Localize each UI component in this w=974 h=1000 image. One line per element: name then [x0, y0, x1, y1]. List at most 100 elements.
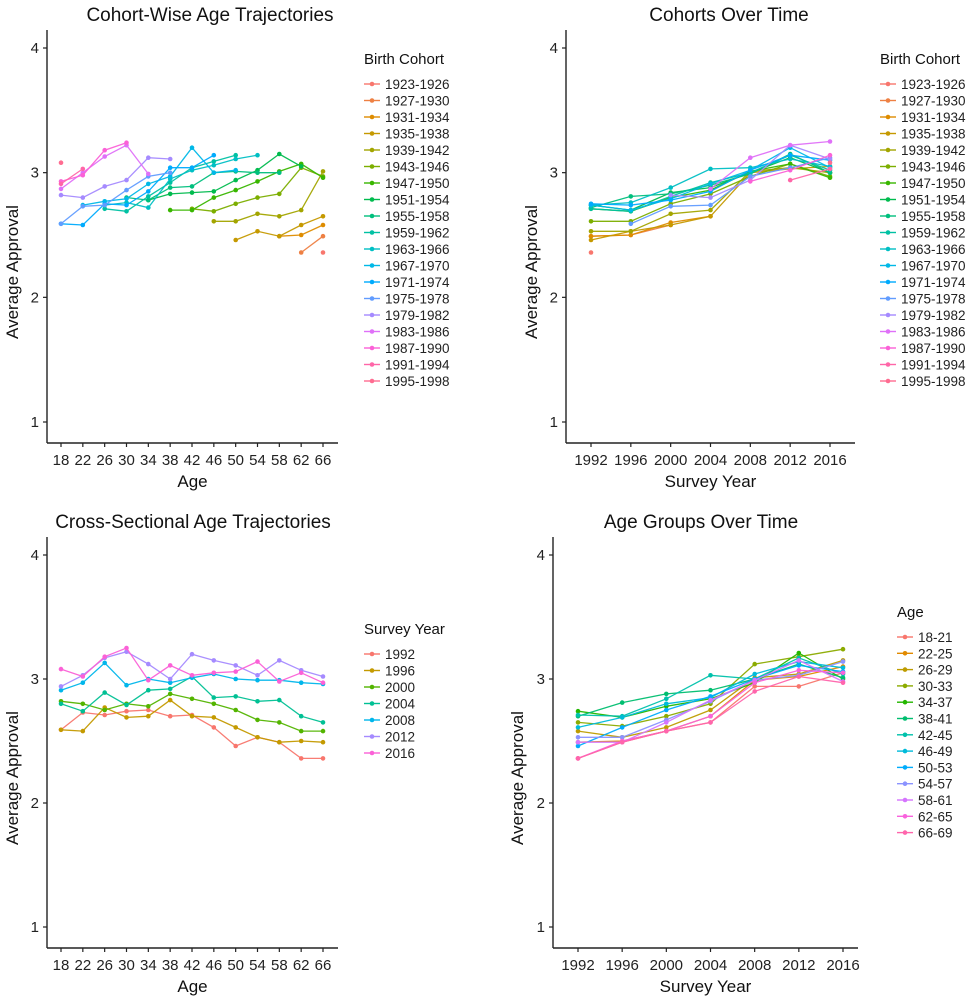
data-point — [211, 170, 217, 175]
legend-label: 1931-1934 — [385, 110, 450, 125]
data-point — [787, 156, 793, 162]
data-point — [102, 654, 107, 659]
data-point — [233, 707, 238, 713]
x-tick-label: 58 — [271, 452, 288, 469]
legend-label: 2016 — [385, 746, 415, 761]
data-point — [588, 233, 594, 239]
data-point — [668, 211, 673, 217]
data-point — [277, 739, 282, 745]
data-point — [277, 170, 282, 175]
legend-label: 1959-1962 — [385, 226, 450, 241]
legend-label: 1995-1998 — [901, 374, 966, 389]
data-point — [575, 739, 581, 745]
data-point — [298, 207, 304, 213]
data-point — [146, 687, 151, 693]
legend-label: 1935-1938 — [901, 127, 966, 142]
data-point — [827, 152, 833, 158]
series-1923-1926 — [320, 250, 326, 255]
legend-item: 2016 — [364, 746, 415, 761]
data-point — [211, 189, 217, 194]
legend-swatch-point — [902, 797, 908, 803]
plot-area — [58, 140, 326, 255]
data-point — [708, 202, 713, 208]
data-point — [124, 140, 129, 145]
legend-label: 1935-1938 — [385, 127, 450, 142]
data-point — [124, 187, 129, 193]
data-point — [796, 684, 802, 689]
legend-item: 46-49 — [897, 744, 953, 759]
data-point — [167, 165, 173, 170]
x-axis-label: Age — [177, 977, 207, 996]
data-point — [575, 720, 581, 725]
legend-swatch-point — [369, 345, 375, 351]
data-point — [708, 687, 713, 693]
data-point — [102, 712, 107, 718]
data-point — [664, 696, 669, 702]
data-point — [320, 680, 326, 685]
data-point — [827, 160, 833, 165]
legend-swatch-point — [369, 98, 375, 103]
data-point — [320, 728, 326, 734]
x-tick-label: 42 — [184, 957, 201, 974]
data-point — [211, 152, 217, 158]
series-1983-1986 — [58, 142, 151, 192]
data-point — [146, 155, 151, 160]
data-point — [320, 674, 326, 679]
data-point — [708, 181, 713, 187]
x-tick-label: 2000 — [650, 957, 683, 974]
data-point — [320, 233, 326, 239]
legend-item: 1979-1982 — [880, 308, 966, 323]
data-point — [619, 735, 625, 740]
legend-item: 1971-1974 — [364, 275, 450, 290]
data-point — [233, 725, 238, 730]
data-point — [146, 704, 151, 709]
legend-label: 1991-1994 — [901, 358, 966, 373]
series-66-69 — [575, 674, 846, 761]
data-point — [167, 676, 173, 682]
data-point — [708, 720, 713, 725]
data-point — [619, 739, 625, 745]
legend-label: 1955-1958 — [901, 209, 966, 224]
legend-swatch-point — [885, 296, 891, 301]
legend-label: 1947-1950 — [385, 176, 450, 191]
data-point — [146, 205, 151, 210]
x-tick-label: 2016 — [813, 452, 846, 469]
legend-label: 1979-1982 — [385, 308, 450, 323]
data-point — [787, 142, 793, 148]
x-tick-label: 2008 — [734, 452, 767, 469]
x-tick-label: 46 — [205, 452, 222, 469]
data-point — [167, 697, 173, 703]
data-point — [255, 229, 260, 234]
legend-swatch-point — [902, 765, 908, 770]
legend-label: 1975-1978 — [385, 292, 450, 307]
data-point — [233, 201, 238, 207]
data-point — [80, 728, 86, 734]
legend-item: 2004 — [364, 697, 416, 712]
legend-label: 22-25 — [918, 646, 953, 661]
data-point — [277, 233, 282, 239]
data-point — [146, 713, 151, 719]
x-tick-label: 58 — [271, 957, 288, 974]
legend-label: 30-33 — [918, 679, 953, 694]
legend-swatch-point — [902, 716, 908, 721]
legend-item: 2008 — [364, 713, 415, 728]
data-point — [211, 209, 217, 214]
data-point — [298, 680, 304, 685]
data-point — [124, 209, 129, 214]
legend-label: 1995-1998 — [385, 374, 450, 389]
x-tick-label: 50 — [227, 452, 244, 469]
series-line — [60, 157, 171, 199]
legend-item: 1967-1970 — [880, 259, 966, 274]
data-point — [80, 708, 86, 714]
legend-label: 58-61 — [918, 793, 953, 808]
data-point — [708, 207, 713, 213]
data-point — [748, 155, 753, 160]
x-tick-label: 46 — [205, 957, 222, 974]
legend-swatch-point — [885, 312, 891, 318]
data-point — [167, 191, 173, 197]
legend-label: 1927-1930 — [385, 94, 450, 109]
series-line — [630, 157, 831, 225]
legend-item: 1967-1970 — [364, 259, 450, 274]
data-point — [211, 195, 217, 200]
